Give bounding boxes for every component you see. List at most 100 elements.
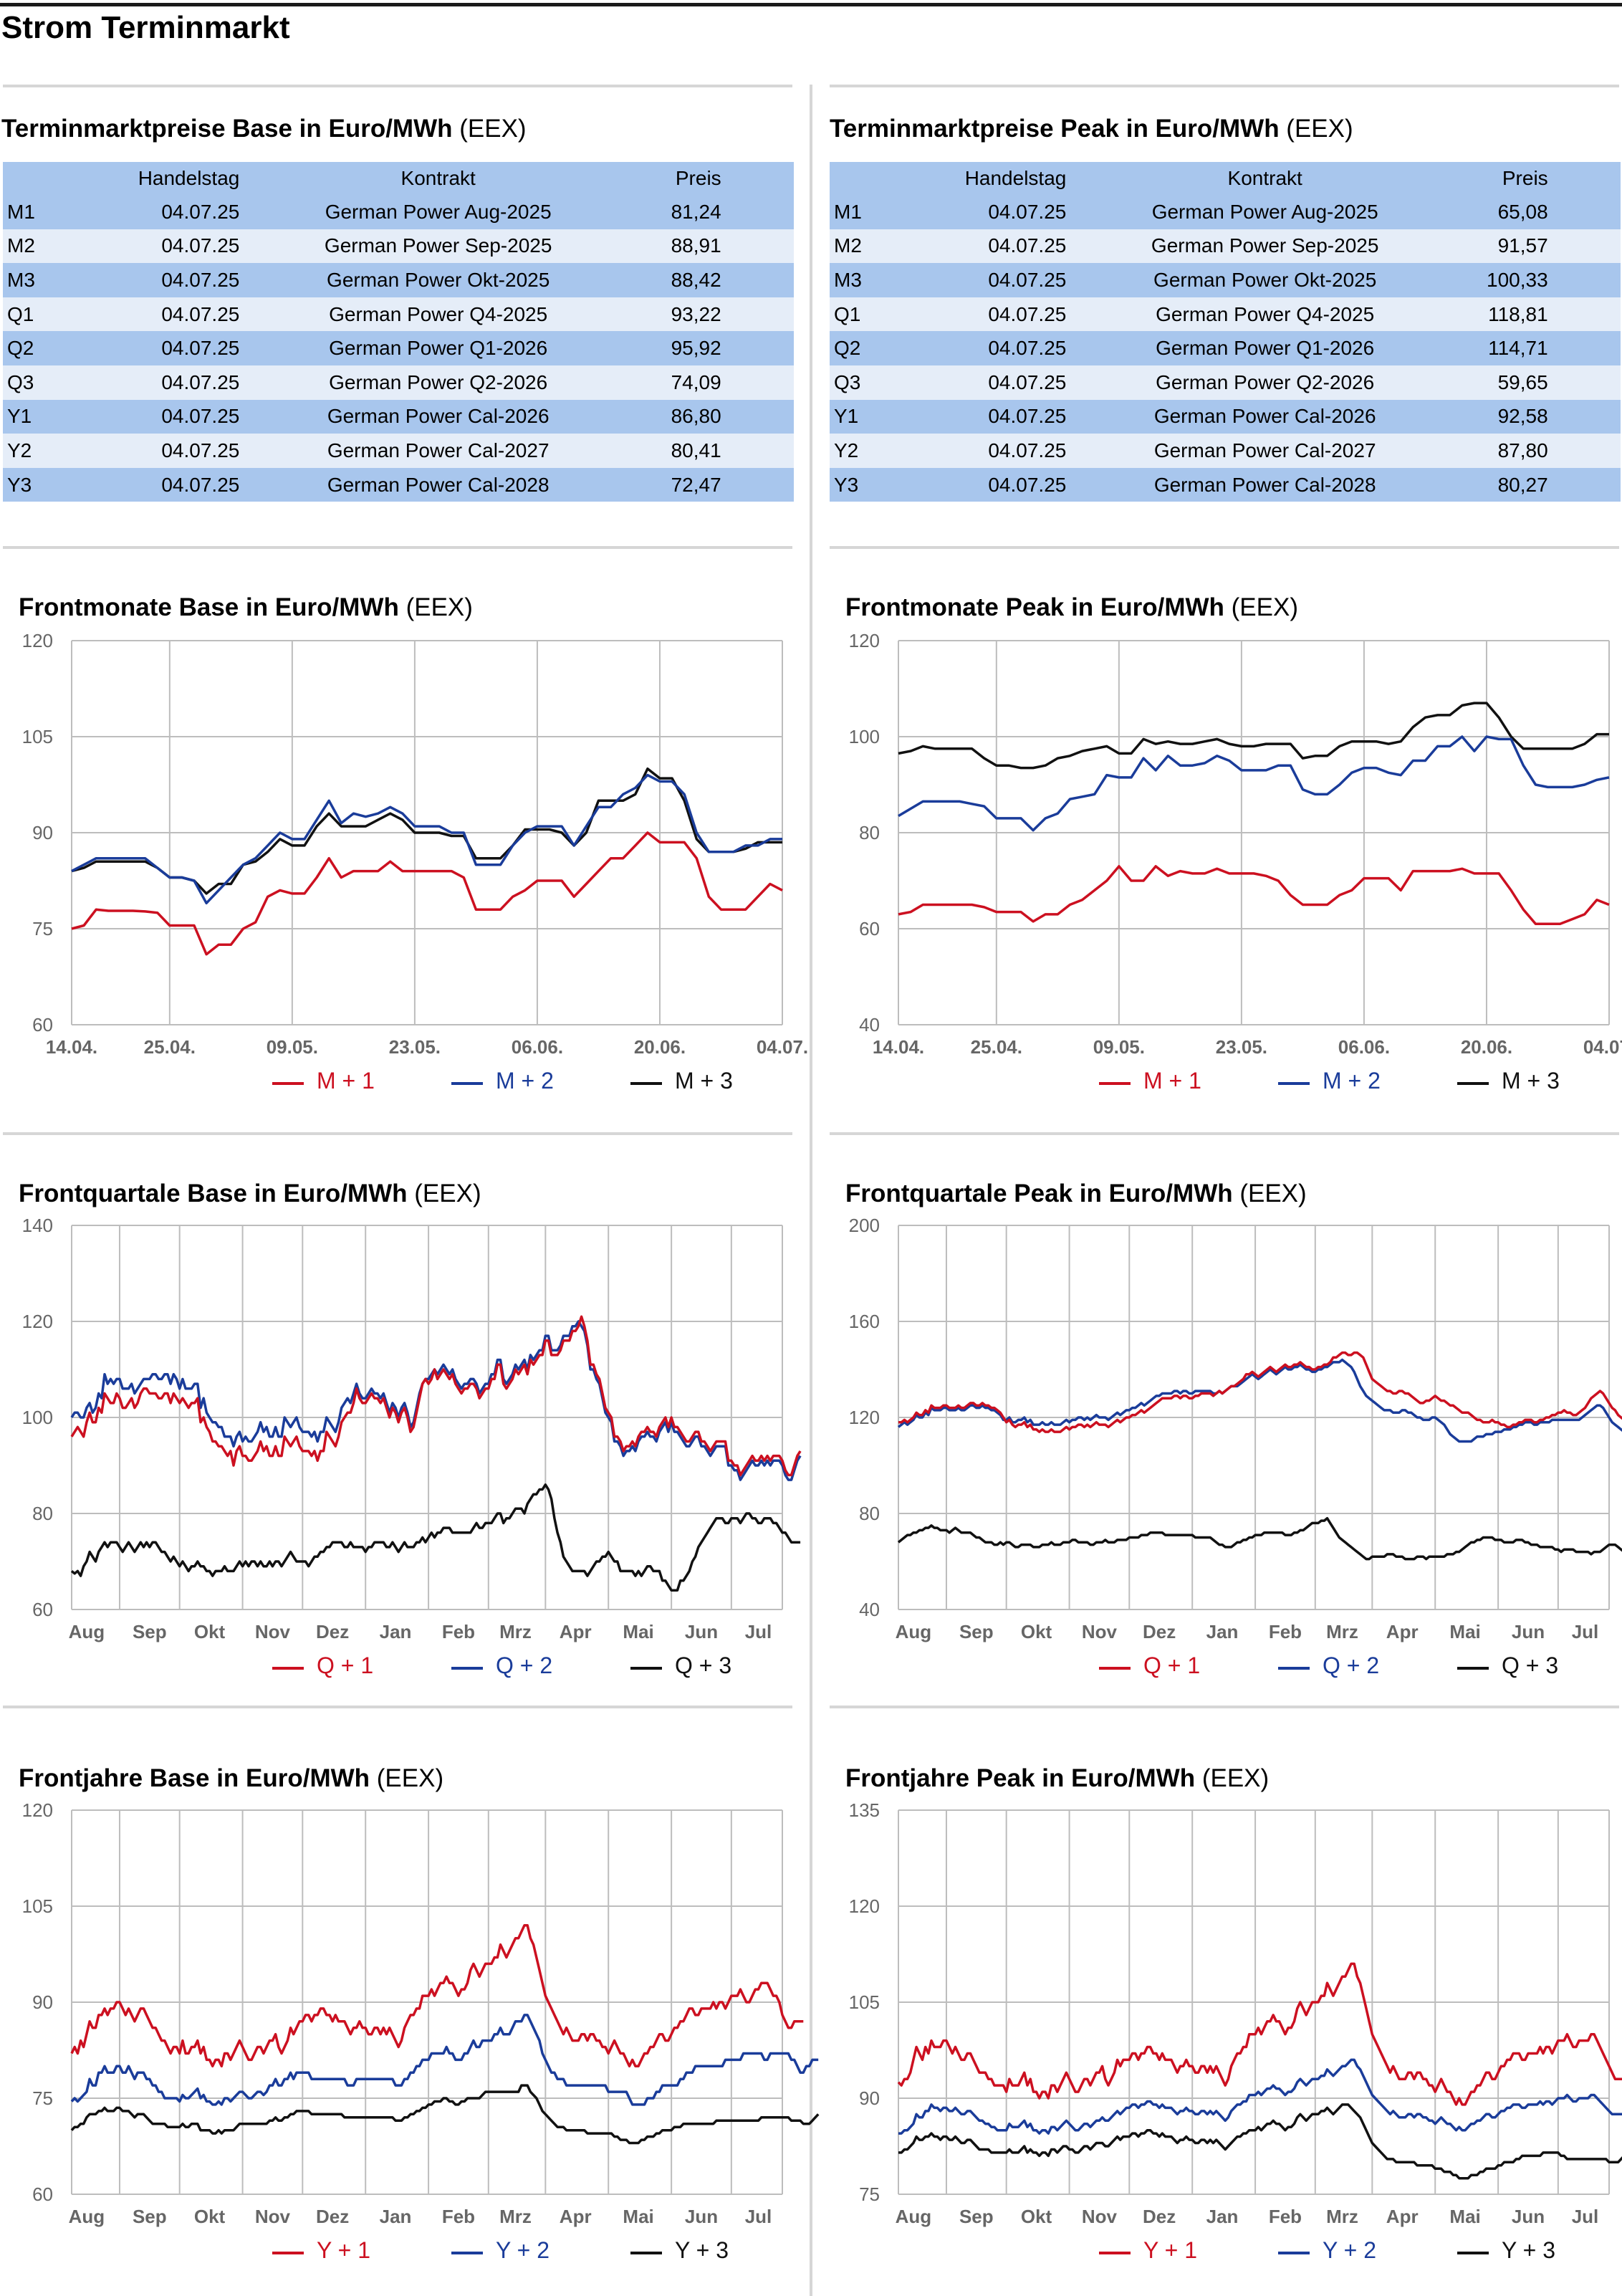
header-preis: Preis [627,162,721,195]
y-tick-label: 100 [22,1407,53,1428]
row-handelstag: 04.07.25 [928,365,1077,400]
peak-price-table: Handelstag Kontrakt Preis M1 04.07.25 Germ… [830,162,1621,502]
row-kontrakt: German Power Q4-2025 [1076,297,1454,332]
y-tick-label: 75 [859,2183,880,2205]
chart-svg: 60 75 90 105 120 14.04. 25.04. 09.05. 23.05. 06.0… [22,630,809,1058]
x-tick-label: Jan [380,1621,412,1642]
section-divider [830,85,1619,87]
y-tick-label: 120 [849,630,880,651]
x-tick-label: Sep [133,2206,167,2227]
row-kontrakt: German Power Okt-2025 [249,263,628,297]
x-tick-label: Jul [745,1621,772,1642]
table-row: M3 04.07.25 German Power Okt-2025 88,42 [3,263,794,297]
x-tick-label: 04.07. [757,1036,808,1058]
legend-swatch [1457,1082,1489,1085]
series-line-2 [898,735,1610,832]
series-line-3 [71,767,782,895]
row-preis: 95,92 [627,331,721,365]
series-line-1 [898,1351,1622,1433]
legend-label: M + 2 [1323,1068,1381,1094]
series-line-2 [70,2014,819,2106]
header-kontrakt: Kontrakt [249,162,628,195]
y-tick-label: 90 [32,1991,53,2013]
chart-svg: 75 90 105 120 135 Aug Sep Okt Nov Dez Jan Feb Mrz Apr… [849,1799,1622,2227]
x-tick-label: Nov [1082,1621,1118,1642]
y-tick-label: 135 [849,1799,880,1821]
legend-swatch [272,1667,304,1670]
legend-label: M + 1 [317,1068,375,1094]
base-price-table: Handelstag Kontrakt Preis M1 04.07.25 Germ… [3,162,794,502]
row-spacer [1547,365,1621,400]
row-code: M3 [3,263,102,297]
series-line-2 [71,773,782,905]
legend-swatch [451,1667,483,1670]
row-spacer [1547,434,1621,468]
chart-title-frontmonate-peak: Frontmonate Peak in Euro/MWh (EEX) [845,593,1298,621]
x-tick-label: 23.05. [1216,1036,1267,1058]
row-handelstag: 04.07.25 [101,399,250,434]
table-row: M3 04.07.25 German Power Okt-2025 100,33 [830,263,1621,297]
row-code: M2 [830,229,928,264]
x-tick-label: Jan [380,2206,412,2227]
base-table-title: Terminmarktpreise Base in Euro/MWh (EEX) [1,115,527,143]
x-tick-label: Aug [69,1621,105,1642]
x-tick-label: Jan [1206,1621,1239,1642]
x-tick-label: Jul [1572,1621,1599,1642]
row-handelstag: 04.07.25 [928,263,1077,297]
y-tick-label: 90 [859,2087,880,2109]
table-row: M1 04.07.25 German Power Aug-2025 65,08 [830,195,1621,229]
legend-swatch [451,2252,483,2254]
section-divider [3,85,792,87]
series-line-1 [898,865,1610,926]
legend-swatch [630,1082,662,1085]
row-spacer [1547,399,1621,434]
legend-label: Y + 3 [1502,2237,1556,2263]
row-spacer [721,297,794,332]
y-tick-label: 160 [849,1311,880,1332]
chart-svg: 40 60 80 100 120 14.04. 25.04. 09.05. 23.05. 06.0… [849,630,1622,1058]
x-tick-label: Jun [685,1621,718,1642]
row-preis: 80,27 [1454,467,1548,502]
row-handelstag: 04.07.25 [928,399,1077,434]
legend-label: Q + 1 [1143,1652,1201,1678]
x-tick-label: Aug [69,2206,105,2227]
y-tick-label: 120 [849,1407,880,1428]
x-tick-label: 04.07. [1583,1036,1622,1058]
legend-label: M + 3 [675,1068,733,1094]
legend-swatch [272,2252,304,2254]
legend-label: Y + 2 [496,2237,550,2263]
row-handelstag: 04.07.25 [101,195,250,229]
row-spacer [1547,195,1621,229]
legend-swatch [1099,1667,1131,1670]
x-tick-label: Dez [1143,1621,1176,1642]
y-tick-label: 60 [32,1014,53,1035]
chart-svg: 60 80 100 120 140 Aug Sep Okt Nov Dez Jan Feb Mrz Apr… [22,1215,802,1642]
row-spacer [1547,467,1621,502]
x-tick-label: Apr [560,2206,592,2227]
x-tick-label: Feb [1269,2206,1302,2227]
y-tick-label: 90 [32,822,53,843]
table-row: Y1 04.07.25 German Power Cal-2026 86,80 [3,399,794,434]
y-tick-label: 40 [859,1014,880,1035]
x-tick-label: 06.06. [512,1036,563,1058]
x-tick-label: 06.06. [1338,1036,1390,1058]
row-handelstag: 04.07.25 [101,263,250,297]
row-code: M1 [830,195,928,229]
y-tick-label: 105 [22,1895,53,1917]
x-tick-label: Apr [1386,1621,1419,1642]
x-tick-label: Sep [959,2206,994,2227]
row-code: Y3 [830,467,928,502]
table-row: Q2 04.07.25 German Power Q1-2026 95,92 [3,331,794,365]
row-kontrakt: German Power Q4-2025 [249,297,628,332]
row-spacer [721,467,794,502]
chart-frontquartale-peak: 40 80 120 160 200 Aug Sep Okt Nov Dez Jan Feb Mrz Apr… [827,1215,1622,1678]
table-row: Y1 04.07.25 German Power Cal-2026 92,58 [830,399,1621,434]
row-code: Q1 [3,297,102,332]
row-preis: 72,47 [627,467,721,502]
x-tick-label: Mai [623,2206,653,2227]
x-tick-label: 09.05. [267,1036,318,1058]
table-row: Q3 04.07.25 German Power Q2-2026 59,65 [830,365,1621,400]
row-code: Y2 [830,434,928,468]
row-code: Q2 [3,331,102,365]
x-tick-label: Feb [442,1621,475,1642]
